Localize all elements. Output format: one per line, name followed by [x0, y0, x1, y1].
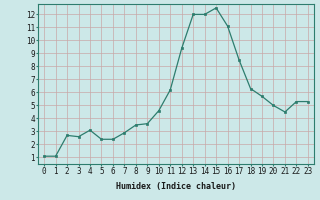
X-axis label: Humidex (Indice chaleur): Humidex (Indice chaleur)	[116, 182, 236, 191]
